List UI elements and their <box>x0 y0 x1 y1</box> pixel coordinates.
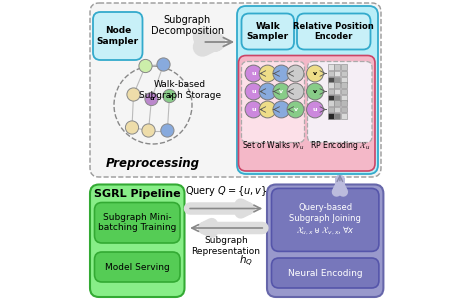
Bar <box>328 82 334 88</box>
Text: v: v <box>313 89 317 94</box>
Text: u: u <box>251 89 256 94</box>
Bar <box>341 113 347 119</box>
FancyBboxPatch shape <box>272 258 379 288</box>
Bar <box>341 88 347 94</box>
Text: RP Encoding $\mathcal{X}_u$: RP Encoding $\mathcal{X}_u$ <box>310 139 370 152</box>
Circle shape <box>307 65 323 82</box>
Text: Walk-based
Subgraph Storage: Walk-based Subgraph Storage <box>139 80 221 100</box>
Bar <box>328 70 334 76</box>
Bar <box>334 77 340 83</box>
Bar <box>328 106 334 112</box>
Bar <box>334 95 340 101</box>
Bar <box>328 95 334 101</box>
Bar <box>341 82 347 88</box>
Text: Model Serving: Model Serving <box>105 262 170 272</box>
FancyBboxPatch shape <box>272 188 379 251</box>
Circle shape <box>287 83 304 100</box>
FancyBboxPatch shape <box>237 6 378 174</box>
FancyBboxPatch shape <box>241 14 294 50</box>
Text: Subgraph Mini-
batching Training: Subgraph Mini- batching Training <box>98 213 177 232</box>
FancyBboxPatch shape <box>308 61 372 142</box>
Text: u: u <box>313 107 317 112</box>
FancyBboxPatch shape <box>90 184 184 297</box>
Bar <box>334 82 340 88</box>
Bar <box>341 106 347 112</box>
Text: SGRL Pipeline: SGRL Pipeline <box>94 189 181 200</box>
Bar <box>334 113 340 119</box>
Text: u: u <box>149 97 154 101</box>
FancyBboxPatch shape <box>267 184 383 297</box>
Circle shape <box>273 83 290 100</box>
Circle shape <box>273 101 290 118</box>
Text: Preprocessing: Preprocessing <box>106 157 200 170</box>
Text: Query $Q = \{u, v\}$: Query $Q = \{u, v\}$ <box>184 184 267 197</box>
Circle shape <box>273 65 290 82</box>
FancyBboxPatch shape <box>94 202 180 243</box>
Bar <box>334 100 340 106</box>
FancyBboxPatch shape <box>94 252 180 282</box>
Bar <box>341 95 347 101</box>
Text: v: v <box>313 71 317 76</box>
Circle shape <box>127 88 140 101</box>
Circle shape <box>287 101 304 118</box>
Text: v: v <box>167 94 172 98</box>
Text: $h_Q$: $h_Q$ <box>239 254 253 268</box>
Circle shape <box>163 89 176 103</box>
Circle shape <box>161 124 174 137</box>
Circle shape <box>126 121 138 134</box>
Text: u: u <box>251 71 256 76</box>
Bar <box>341 64 347 70</box>
Circle shape <box>245 83 262 100</box>
Text: Walk
Sampler: Walk Sampler <box>247 22 289 41</box>
Bar <box>341 100 347 106</box>
Bar <box>334 70 340 76</box>
Bar <box>328 88 334 94</box>
Circle shape <box>287 65 304 82</box>
Circle shape <box>259 65 276 82</box>
Text: Set of Walks $\mathcal{W}_u$: Set of Walks $\mathcal{W}_u$ <box>242 139 304 152</box>
FancyBboxPatch shape <box>90 3 381 177</box>
Text: v: v <box>279 89 283 94</box>
Circle shape <box>307 101 323 118</box>
Bar <box>334 64 340 70</box>
Text: u: u <box>251 107 256 112</box>
Bar <box>328 100 334 106</box>
Circle shape <box>259 101 276 118</box>
Text: Query-based
Subgraph Joining
$\mathcal{X}_{u,x} \uplus \mathcal{X}_{v,x}, \foral: Query-based Subgraph Joining $\mathcal{X… <box>289 203 361 237</box>
Text: Subgraph
Representation: Subgraph Representation <box>191 236 260 256</box>
Bar <box>328 113 334 119</box>
FancyBboxPatch shape <box>238 56 375 171</box>
Bar <box>328 64 334 70</box>
Circle shape <box>245 65 262 82</box>
Circle shape <box>157 58 170 71</box>
Text: v: v <box>293 107 298 112</box>
Bar <box>341 70 347 76</box>
Circle shape <box>259 83 276 100</box>
Bar <box>341 77 347 83</box>
Bar <box>334 106 340 112</box>
Bar <box>328 77 334 83</box>
Circle shape <box>142 124 155 137</box>
Circle shape <box>145 92 158 106</box>
Circle shape <box>139 59 152 73</box>
Circle shape <box>307 83 323 100</box>
Text: Relative Position
Encoder: Relative Position Encoder <box>293 22 374 41</box>
Circle shape <box>245 101 262 118</box>
Text: Subgraph
Decomposition: Subgraph Decomposition <box>151 15 224 36</box>
Text: Neural Encoding: Neural Encoding <box>288 268 363 278</box>
Text: Node
Sampler: Node Sampler <box>97 26 139 46</box>
FancyBboxPatch shape <box>93 12 143 60</box>
FancyBboxPatch shape <box>297 14 371 50</box>
Bar <box>334 88 340 94</box>
FancyBboxPatch shape <box>241 61 304 142</box>
